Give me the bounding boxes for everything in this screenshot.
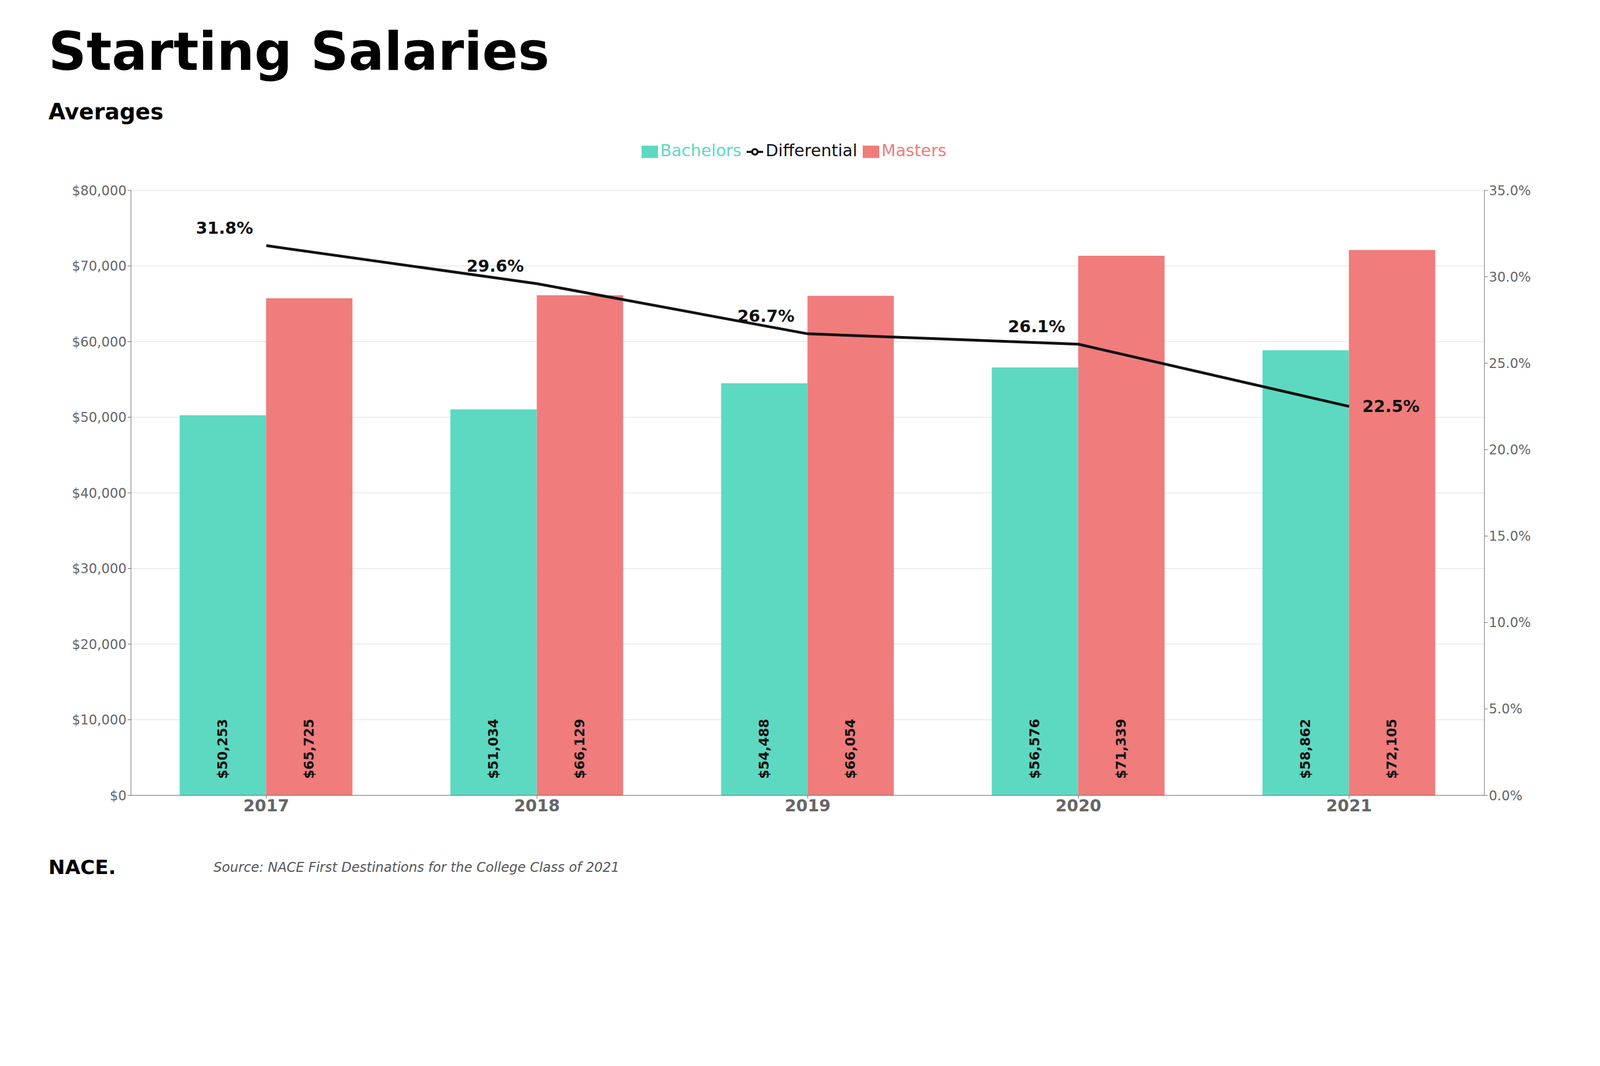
svg-text:2019: 2019 bbox=[784, 796, 831, 816]
svg-text:31.8%: 31.8% bbox=[195, 218, 254, 238]
svg-text:$66,129: $66,129 bbox=[572, 719, 588, 780]
svg-text:26.1%: 26.1% bbox=[1007, 316, 1066, 337]
svg-text:10.0%: 10.0% bbox=[1488, 615, 1531, 631]
svg-text:$51,034: $51,034 bbox=[485, 719, 502, 780]
svg-text:$60,000: $60,000 bbox=[72, 334, 127, 350]
svg-text:5.0%: 5.0% bbox=[1488, 701, 1523, 717]
svg-text:$50,000: $50,000 bbox=[72, 409, 127, 426]
svg-text:$80,000: $80,000 bbox=[72, 183, 127, 199]
svg-text:2020: 2020 bbox=[1055, 796, 1102, 816]
svg-text:35.0%: 35.0% bbox=[1488, 183, 1531, 199]
html-text:Averages: Averages bbox=[48, 99, 164, 125]
svg-text:20.0%: 20.0% bbox=[1488, 442, 1531, 458]
svg-text:$40,000: $40,000 bbox=[72, 485, 127, 502]
svg-text:$71,339: $71,339 bbox=[1113, 719, 1130, 780]
svg-text:$70,000: $70,000 bbox=[72, 258, 127, 275]
html-text:Starting Salaries: Starting Salaries bbox=[48, 20, 550, 83]
svg-text:$58,862: $58,862 bbox=[1297, 719, 1314, 780]
html-text:Source: NACE First Destination: Source: NACE First Destinations for the … bbox=[213, 859, 620, 876]
svg-text:25.0%: 25.0% bbox=[1488, 355, 1531, 372]
svg-text:2017: 2017 bbox=[243, 796, 290, 816]
svg-text:0.0%: 0.0% bbox=[1488, 788, 1523, 804]
svg-text:$72,105: $72,105 bbox=[1384, 719, 1400, 780]
html-text:Differential: Differential bbox=[765, 140, 858, 161]
svg-text:$65,725: $65,725 bbox=[301, 719, 317, 780]
svg-text:$30,000: $30,000 bbox=[72, 561, 127, 577]
html-text:NACE.: NACE. bbox=[48, 856, 116, 879]
svg-text:30.0%: 30.0% bbox=[1488, 269, 1531, 286]
svg-text:15.0%: 15.0% bbox=[1488, 528, 1531, 545]
svg-text:2018: 2018 bbox=[513, 796, 561, 816]
svg-text:$0: $0 bbox=[109, 788, 127, 804]
svg-text:$20,000: $20,000 bbox=[72, 637, 127, 653]
svg-text:2021: 2021 bbox=[1325, 796, 1373, 816]
html-text:Bachelors: Bachelors bbox=[660, 140, 742, 161]
html-text:Masters: Masters bbox=[881, 140, 947, 161]
svg-text:$10,000: $10,000 bbox=[72, 712, 127, 728]
svg-text:$50,253: $50,253 bbox=[215, 719, 231, 780]
svg-text:29.6%: 29.6% bbox=[466, 256, 524, 276]
svg-text:22.5%: 22.5% bbox=[1362, 396, 1420, 416]
svg-text:$56,576: $56,576 bbox=[1027, 719, 1043, 780]
svg-text:26.7%: 26.7% bbox=[737, 306, 795, 326]
svg-text:$54,488: $54,488 bbox=[756, 719, 772, 780]
svg-text:$66,054: $66,054 bbox=[842, 719, 859, 780]
